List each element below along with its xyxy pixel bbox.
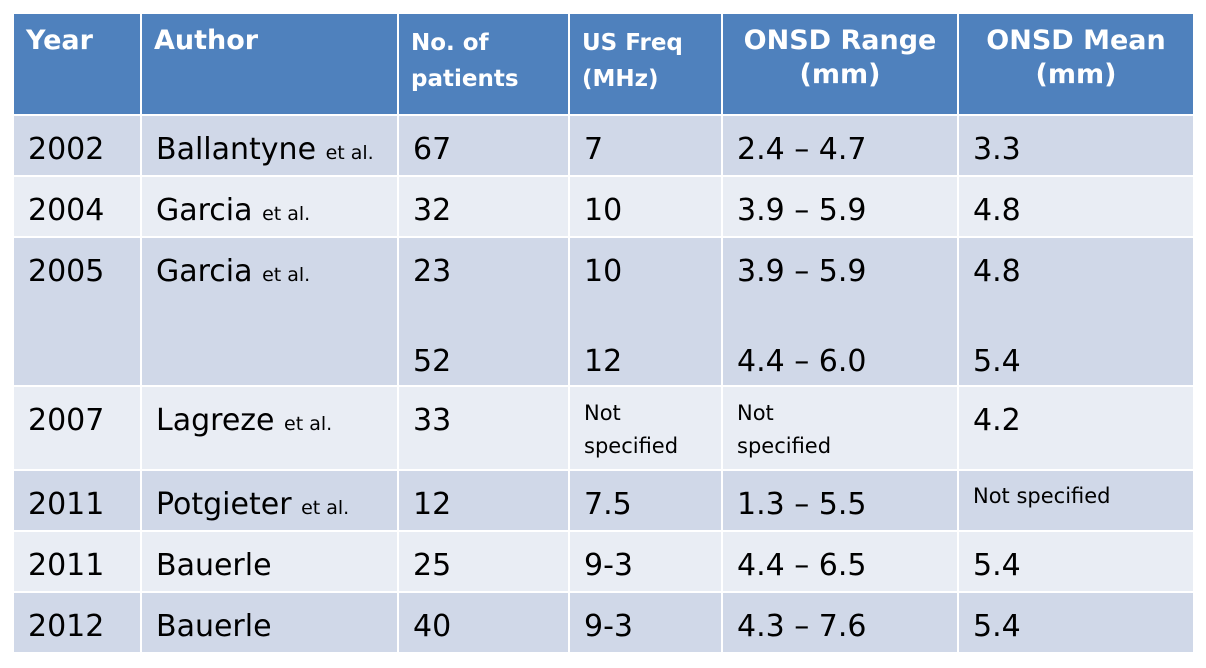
freq-value-2: 12 [584, 344, 623, 379]
header-onsd-mean: ONSD Mean (mm) [957, 12, 1195, 116]
table-row: 2004 Garcia et al. 32 10 3.9 – 5.9 4.8 [12, 175, 1195, 238]
range-line2: specified [737, 434, 832, 458]
header-freq-line1: US Freq [582, 30, 683, 56]
cell-range: Not specified [721, 385, 959, 471]
patients-value: 23 [413, 254, 452, 289]
range-value-2: 4.4 – 6.0 [737, 344, 867, 379]
cell-range: 2.4 – 4.7 [721, 114, 959, 177]
cell-freq: 10 12 [568, 236, 723, 387]
header-range-line2: (mm) [799, 59, 881, 90]
cell-freq: 7.5 [568, 469, 723, 532]
cell-author: Bauerle [140, 591, 399, 654]
etal-label: et al. [262, 203, 311, 225]
cell-mean: Not specified [957, 469, 1195, 532]
cell-year: 2007 [12, 385, 142, 471]
header-year: Year [12, 12, 142, 116]
table-row: 2007 Lagreze et al. 33 Not specified Not s… [12, 385, 1195, 471]
freq-line2: specified [584, 434, 679, 458]
header-patients-line1: No. of [411, 30, 489, 56]
table-row: 2005 Garcia et al. 23 52 10 12 3.9 – 5.9 4.… [12, 236, 1195, 387]
cell-author: Ballantyne et al. [140, 114, 399, 177]
cell-range: 4.4 – 6.5 [721, 530, 959, 593]
mean-value-2: 5.4 [973, 344, 1021, 379]
cell-mean: 5.4 [957, 530, 1195, 593]
freq-line1: Not [584, 401, 621, 425]
cell-patients: 23 52 [397, 236, 570, 387]
patients-value-2: 52 [413, 344, 452, 379]
author-name: Ballantyne [156, 132, 317, 167]
cell-author: Garcia et al. [140, 236, 399, 387]
author-name: Garcia [156, 254, 253, 289]
cell-year: 2011 [12, 469, 142, 532]
header-patients: No. of patients [397, 12, 570, 116]
range-line1: Not [737, 401, 774, 425]
cell-year: 2005 [12, 236, 142, 387]
cell-range: 1.3 – 5.5 [721, 469, 959, 532]
header-mean-line1: ONSD Mean [986, 25, 1166, 56]
cell-mean: 3.3 [957, 114, 1195, 177]
header-us-freq: US Freq (MHz) [568, 12, 723, 116]
header-mean-line2: (mm) [1035, 59, 1117, 90]
cell-range: 4.3 – 7.6 [721, 591, 959, 654]
onsd-studies-table: Year Author No. of patients US Freq (MHz) … [12, 12, 1195, 654]
cell-patients: 12 [397, 469, 570, 532]
cell-mean: 5.4 [957, 591, 1195, 654]
cell-freq: 7 [568, 114, 723, 177]
cell-author: Garcia et al. [140, 175, 399, 238]
cell-patients: 32 [397, 175, 570, 238]
author-name: Lagreze [156, 403, 275, 438]
cell-mean: 4.8 [957, 175, 1195, 238]
cell-patients: 33 [397, 385, 570, 471]
cell-freq: 9-3 [568, 530, 723, 593]
etal-label: et al. [284, 413, 333, 435]
cell-range: 3.9 – 5.9 4.4 – 6.0 [721, 236, 959, 387]
cell-year: 2004 [12, 175, 142, 238]
table-row: 2011 Potgieter et al. 12 7.5 1.3 – 5.5 N… [12, 469, 1195, 532]
cell-year: 2012 [12, 591, 142, 654]
table-row: 2002 Ballantyne et al. 67 7 2.4 – 4.7 3.… [12, 114, 1195, 177]
header-freq-line2: (MHz) [582, 66, 659, 92]
cell-freq: 9-3 [568, 591, 723, 654]
etal-label: et al. [301, 497, 350, 519]
cell-author: Potgieter et al. [140, 469, 399, 532]
cell-author: Lagreze et al. [140, 385, 399, 471]
cell-patients: 25 [397, 530, 570, 593]
table-row: 2012 Bauerle 40 9-3 4.3 – 7.6 5.4 [12, 591, 1195, 654]
mean-value: 4.8 [973, 254, 1021, 289]
header-onsd-range: ONSD Range (mm) [721, 12, 959, 116]
cell-patients: 40 [397, 591, 570, 654]
cell-year: 2002 [12, 114, 142, 177]
table-body: 2002 Ballantyne et al. 67 7 2.4 – 4.7 3.… [12, 114, 1195, 654]
header-row: Year Author No. of patients US Freq (MHz) … [12, 12, 1195, 116]
range-value: 3.9 – 5.9 [737, 254, 867, 289]
cell-freq: Not specified [568, 385, 723, 471]
header-range-line1: ONSD Range [743, 25, 937, 56]
cell-mean: 4.2 [957, 385, 1195, 471]
etal-label: et al. [325, 142, 374, 164]
header-author: Author [140, 12, 399, 116]
cell-freq: 10 [568, 175, 723, 238]
header-patients-line2: patients [411, 66, 519, 92]
cell-range: 3.9 – 5.9 [721, 175, 959, 238]
table-row: 2011 Bauerle 25 9-3 4.4 – 6.5 5.4 [12, 530, 1195, 593]
cell-year: 2011 [12, 530, 142, 593]
author-name: Garcia [156, 193, 253, 228]
cell-patients: 67 [397, 114, 570, 177]
author-name: Potgieter [156, 487, 292, 522]
cell-author: Bauerle [140, 530, 399, 593]
table-header: Year Author No. of patients US Freq (MHz) … [12, 12, 1195, 116]
cell-mean: 4.8 5.4 [957, 236, 1195, 387]
etal-label: et al. [262, 264, 311, 286]
freq-value: 10 [584, 254, 623, 289]
